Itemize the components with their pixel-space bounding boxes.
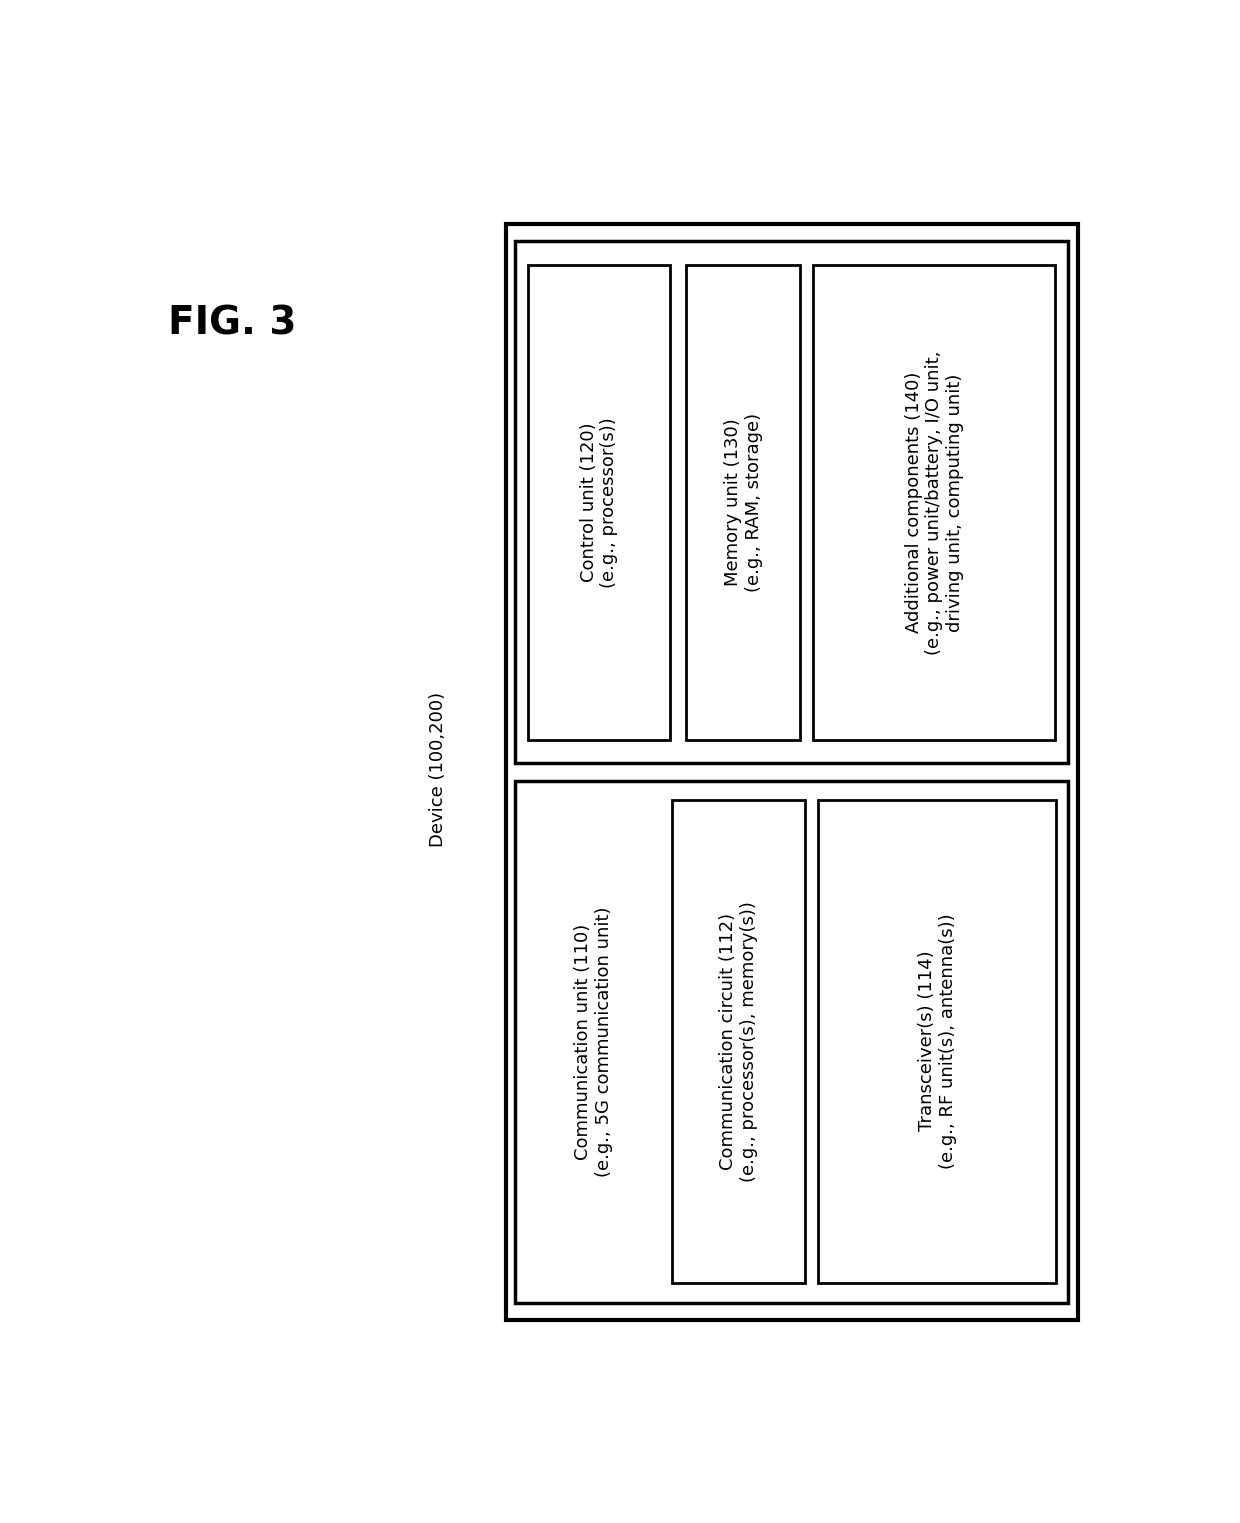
FancyBboxPatch shape xyxy=(516,242,1068,763)
FancyBboxPatch shape xyxy=(818,800,1056,1282)
FancyBboxPatch shape xyxy=(506,224,1078,1320)
FancyBboxPatch shape xyxy=(813,265,1055,740)
Text: Communication circuit (112)
(e.g., processor(s), memory(s)): Communication circuit (112) (e.g., proce… xyxy=(719,900,758,1182)
Text: Communication unit (110)
(e.g., 5G communication unit): Communication unit (110) (e.g., 5G commu… xyxy=(574,906,613,1177)
Text: Transceiver(s) (114)
(e.g., RF unit(s), antenna(s)): Transceiver(s) (114) (e.g., RF unit(s), … xyxy=(918,914,956,1170)
FancyBboxPatch shape xyxy=(672,800,805,1282)
Text: FIG. 3: FIG. 3 xyxy=(167,305,296,343)
Text: Device (100,200): Device (100,200) xyxy=(429,691,448,847)
Text: Control unit (120)
(e.g., processor(s)): Control unit (120) (e.g., processor(s)) xyxy=(579,417,619,588)
FancyBboxPatch shape xyxy=(516,781,1068,1302)
FancyBboxPatch shape xyxy=(687,265,800,740)
FancyBboxPatch shape xyxy=(528,265,670,740)
Text: Memory unit (130)
(e.g., RAM, storage): Memory unit (130) (e.g., RAM, storage) xyxy=(724,413,763,592)
Text: Additional components (140)
(e.g., power unit/battery, I/O unit,
driving unit, c: Additional components (140) (e.g., power… xyxy=(904,350,965,655)
